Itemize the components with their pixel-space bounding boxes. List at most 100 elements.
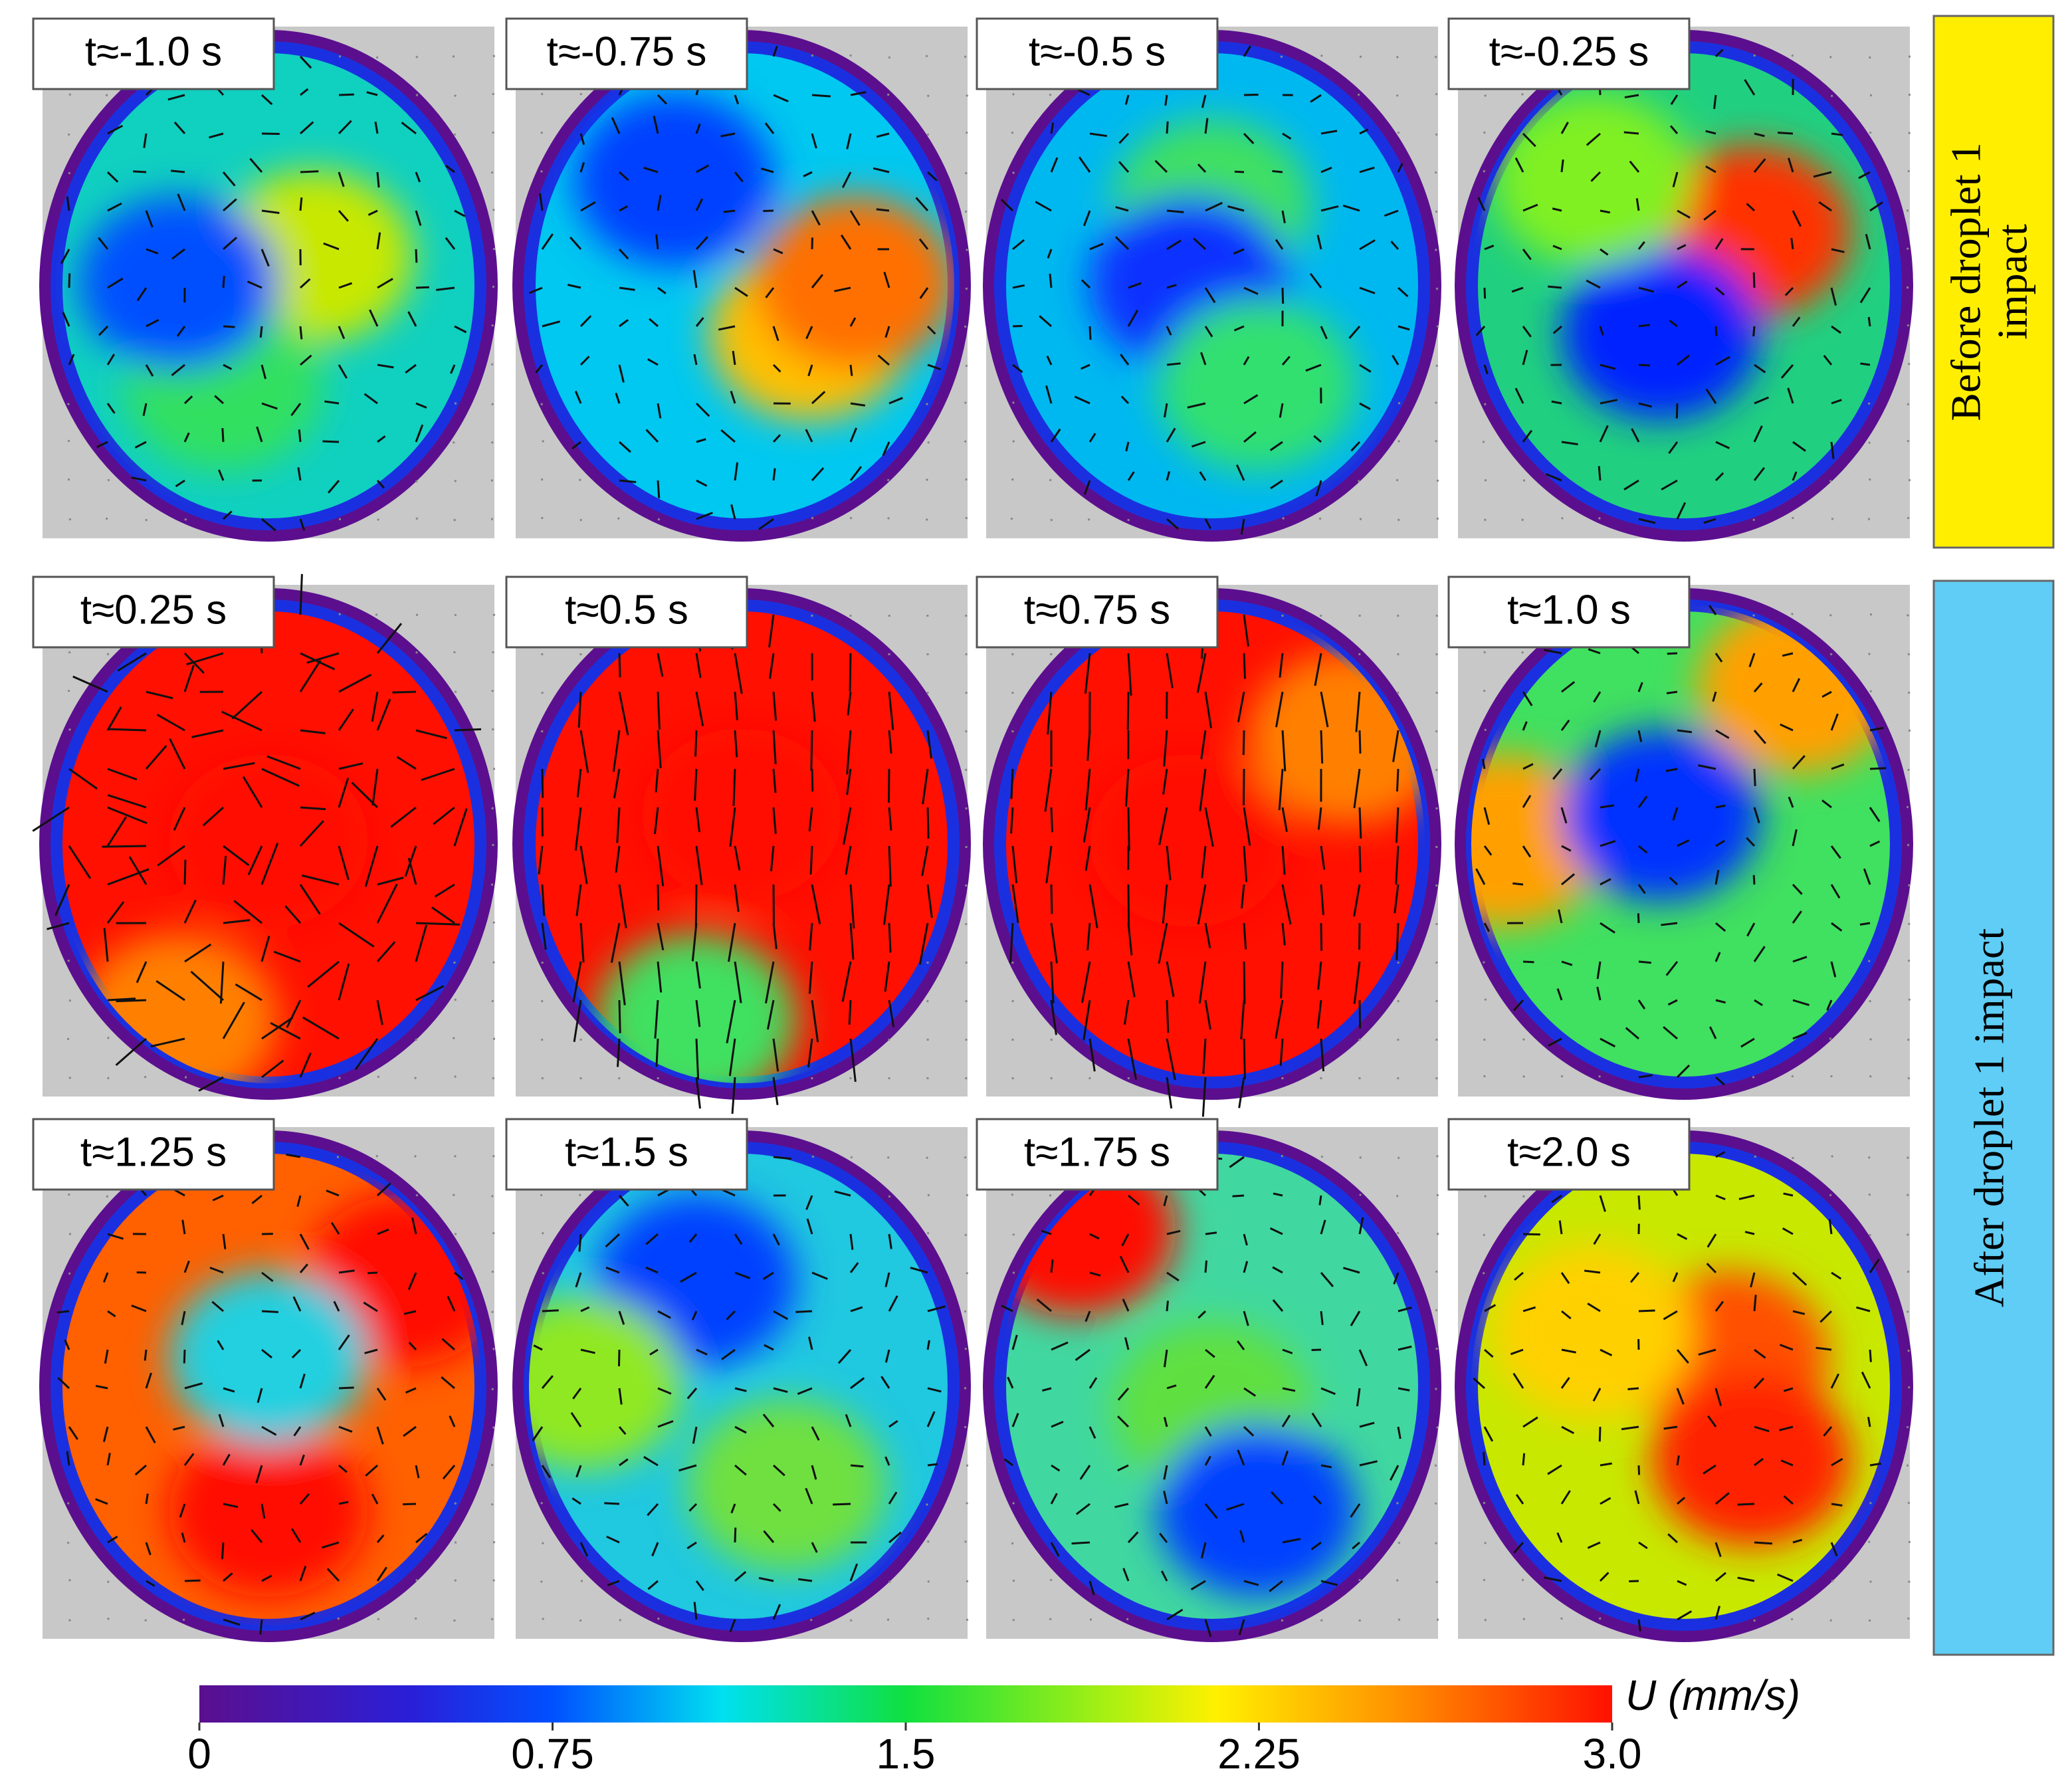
vector — [145, 1426, 156, 1443]
vector — [1166, 1301, 1169, 1312]
vector — [1397, 1426, 1401, 1439]
vector — [396, 756, 417, 770]
vector — [696, 1348, 708, 1356]
vector — [1393, 1272, 1399, 1285]
vector — [1676, 502, 1687, 520]
vector — [146, 690, 173, 700]
vector — [1586, 132, 1601, 146]
vector — [1552, 768, 1563, 780]
vector — [300, 170, 319, 173]
vector — [1783, 1192, 1794, 1197]
vector — [688, 1503, 698, 1512]
vector — [1624, 94, 1639, 99]
vector — [927, 1194, 930, 1197]
vector — [772, 807, 777, 834]
vector — [619, 171, 629, 181]
vector — [1638, 402, 1652, 408]
label-box — [32, 576, 275, 649]
vector — [261, 768, 300, 787]
vector — [615, 845, 621, 873]
vector — [1081, 279, 1091, 289]
vector — [695, 999, 701, 1027]
vector — [183, 1453, 195, 1466]
vector — [1166, 653, 1174, 688]
vector — [579, 1542, 589, 1557]
vector — [1127, 807, 1130, 851]
vector — [1831, 325, 1841, 334]
vector — [145, 1542, 152, 1556]
vector — [1083, 210, 1091, 227]
vector — [1050, 1038, 1053, 1041]
vector — [209, 1267, 224, 1274]
vector — [606, 1535, 620, 1544]
vector — [1001, 1305, 1013, 1312]
vector — [183, 665, 195, 692]
vector — [1715, 1151, 1726, 1158]
vector — [1237, 1340, 1245, 1350]
vector — [1592, 1388, 1602, 1402]
vector — [1125, 441, 1130, 452]
vector — [1353, 961, 1361, 1004]
panel-label: t≈1.5 s — [565, 1129, 688, 1175]
vector — [1907, 403, 1910, 406]
label-box — [32, 17, 275, 90]
vector — [1513, 1542, 1524, 1554]
vector — [247, 280, 262, 289]
vector — [1753, 1295, 1757, 1312]
vector — [98, 325, 109, 336]
vector — [1310, 94, 1322, 103]
vector — [1434, 55, 1437, 58]
vector — [1867, 1416, 1871, 1427]
vector — [157, 845, 185, 867]
vector — [338, 326, 346, 340]
vector — [1079, 1465, 1091, 1480]
vector — [1320, 845, 1326, 870]
panel: t≈1.5 s — [505, 1118, 971, 1642]
vector — [198, 1076, 224, 1092]
vector — [692, 1426, 698, 1444]
vector — [104, 1349, 109, 1364]
vector — [1483, 689, 1486, 692]
vector — [1007, 1376, 1014, 1389]
vector — [619, 318, 629, 328]
vector — [618, 441, 631, 453]
vector — [811, 1426, 820, 1441]
vector — [290, 1528, 302, 1543]
vector — [1009, 922, 1014, 964]
vector — [298, 429, 302, 443]
vector — [1669, 320, 1678, 328]
vector — [1281, 1154, 1284, 1158]
vector — [921, 845, 929, 877]
vector — [1522, 1306, 1536, 1312]
vector — [363, 393, 378, 405]
vector — [1521, 1578, 1524, 1582]
vector — [1320, 1464, 1332, 1469]
vector — [1522, 1038, 1526, 1041]
vector — [1515, 1494, 1524, 1505]
vector — [1127, 922, 1133, 956]
vector — [1715, 1572, 1726, 1582]
vector — [1281, 1450, 1289, 1466]
vector — [107, 1535, 118, 1544]
vector — [1672, 1272, 1679, 1283]
vector — [1600, 399, 1618, 405]
vector — [338, 93, 354, 96]
vector — [1083, 480, 1091, 495]
vector — [1869, 1037, 1873, 1041]
vector — [964, 1156, 967, 1159]
hotspot — [169, 1424, 368, 1598]
vector — [1676, 1349, 1689, 1364]
vector — [695, 123, 701, 134]
vector — [173, 1425, 185, 1431]
vector — [1792, 829, 1798, 847]
vector — [1083, 807, 1091, 843]
vector — [888, 730, 892, 754]
vector — [811, 768, 814, 792]
vector — [223, 364, 233, 370]
panel-label: t≈-0.75 s — [547, 29, 707, 74]
vector — [1196, 653, 1207, 693]
vector — [1661, 479, 1678, 490]
vector — [1790, 238, 1794, 250]
vector — [1715, 839, 1725, 847]
vector — [833, 1503, 851, 1506]
